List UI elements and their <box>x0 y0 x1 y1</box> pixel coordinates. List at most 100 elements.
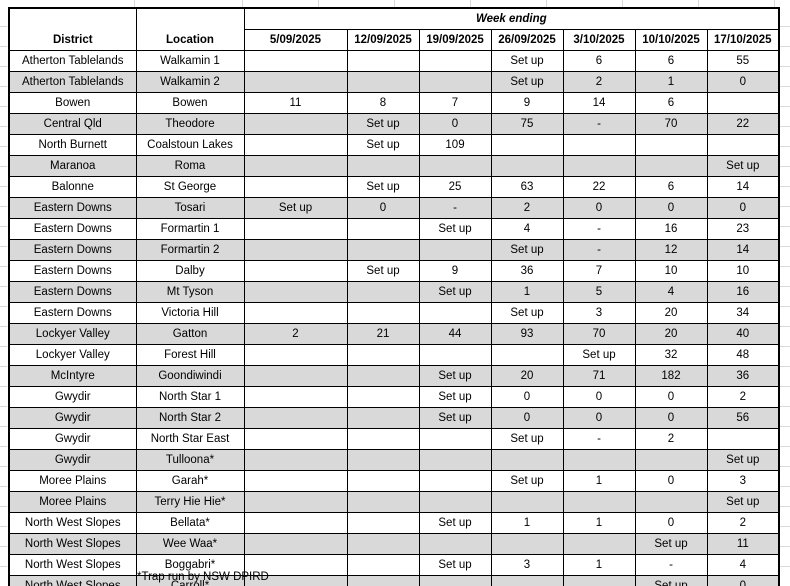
value-cell[interactable]: 14 <box>562 92 636 114</box>
location-cell[interactable]: Dalby <box>135 260 245 282</box>
location-cell[interactable]: Theodore <box>135 113 245 135</box>
value-cell[interactable] <box>562 491 636 513</box>
value-cell[interactable]: Set up <box>490 71 564 93</box>
value-cell[interactable] <box>562 155 636 177</box>
district-cell[interactable]: North West Slopes <box>8 512 137 534</box>
value-cell[interactable] <box>346 512 420 534</box>
district-cell[interactable]: Lockyer Valley <box>8 344 137 366</box>
value-cell[interactable]: 3 <box>490 554 564 576</box>
date-column-header[interactable]: 10/10/2025 <box>634 29 708 51</box>
value-cell[interactable] <box>634 449 708 471</box>
district-cell[interactable]: Gwydir <box>8 428 137 450</box>
value-cell[interactable] <box>346 428 420 450</box>
value-cell[interactable]: 14 <box>706 176 780 198</box>
value-cell[interactable] <box>562 575 636 586</box>
value-cell[interactable] <box>706 92 780 114</box>
value-cell[interactable]: 16 <box>634 218 708 240</box>
value-cell[interactable] <box>562 449 636 471</box>
value-cell[interactable] <box>243 218 348 240</box>
value-cell[interactable] <box>490 449 564 471</box>
value-cell[interactable] <box>243 407 348 429</box>
value-cell[interactable]: - <box>562 113 636 135</box>
location-cell[interactable]: Formartin 1 <box>135 218 245 240</box>
value-cell[interactable]: 3 <box>562 302 636 324</box>
value-cell[interactable] <box>243 470 348 492</box>
value-cell[interactable]: 4 <box>634 281 708 303</box>
value-cell[interactable]: 11 <box>243 92 348 114</box>
value-cell[interactable]: 1 <box>490 281 564 303</box>
value-cell[interactable]: 0 <box>346 197 420 219</box>
value-cell[interactable] <box>346 449 420 471</box>
date-column-header[interactable]: 12/09/2025 <box>346 29 420 51</box>
value-cell[interactable] <box>418 155 492 177</box>
value-cell[interactable] <box>418 50 492 72</box>
value-cell[interactable] <box>243 134 348 156</box>
location-cell[interactable]: North Star 2 <box>135 407 245 429</box>
value-cell[interactable]: 1 <box>562 554 636 576</box>
location-cell[interactable]: Victoria Hill <box>135 302 245 324</box>
district-cell[interactable]: Balonne <box>8 176 137 198</box>
location-cell[interactable]: Forest Hill <box>135 344 245 366</box>
value-cell[interactable]: Set up <box>634 575 708 586</box>
value-cell[interactable] <box>346 344 420 366</box>
value-cell[interactable]: 21 <box>346 323 420 345</box>
district-cell[interactable]: Gwydir <box>8 449 137 471</box>
value-cell[interactable]: 25 <box>418 176 492 198</box>
value-cell[interactable]: 0 <box>562 407 636 429</box>
value-cell[interactable] <box>243 260 348 282</box>
location-cell[interactable]: Bowen <box>135 92 245 114</box>
value-cell[interactable] <box>243 71 348 93</box>
value-cell[interactable]: Set up <box>346 260 420 282</box>
value-cell[interactable] <box>346 218 420 240</box>
value-cell[interactable] <box>418 344 492 366</box>
value-cell[interactable]: 22 <box>706 113 780 135</box>
district-cell[interactable]: Gwydir <box>8 407 137 429</box>
value-cell[interactable]: 0 <box>634 407 708 429</box>
value-cell[interactable] <box>706 134 780 156</box>
district-cell[interactable]: Eastern Downs <box>8 260 137 282</box>
value-cell[interactable]: 9 <box>418 260 492 282</box>
value-cell[interactable]: 40 <box>706 323 780 345</box>
value-cell[interactable]: Set up <box>418 281 492 303</box>
value-cell[interactable]: 56 <box>706 407 780 429</box>
value-cell[interactable]: 34 <box>706 302 780 324</box>
district-column-header[interactable]: District <box>8 7 137 51</box>
value-cell[interactable]: Set up <box>490 302 564 324</box>
district-cell[interactable]: North Burnett <box>8 134 137 156</box>
location-cell[interactable]: Garah* <box>135 470 245 492</box>
district-cell[interactable]: Gwydir <box>8 386 137 408</box>
district-cell[interactable]: Moree Plains <box>8 470 137 492</box>
location-cell[interactable]: Terry Hie Hie* <box>135 491 245 513</box>
value-cell[interactable] <box>243 491 348 513</box>
value-cell[interactable] <box>243 512 348 534</box>
value-cell[interactable] <box>346 491 420 513</box>
value-cell[interactable] <box>706 428 780 450</box>
location-cell[interactable]: Goondiwindi <box>135 365 245 387</box>
location-cell[interactable]: Coalstoun Lakes <box>135 134 245 156</box>
value-cell[interactable] <box>634 491 708 513</box>
district-cell[interactable]: Eastern Downs <box>8 281 137 303</box>
value-cell[interactable] <box>243 554 348 576</box>
value-cell[interactable] <box>418 302 492 324</box>
value-cell[interactable]: 44 <box>418 323 492 345</box>
value-cell[interactable]: 0 <box>706 575 780 586</box>
value-cell[interactable]: 20 <box>634 302 708 324</box>
location-cell[interactable]: Roma <box>135 155 245 177</box>
district-cell[interactable]: Atherton Tablelands <box>8 50 137 72</box>
location-cell[interactable]: Mt Tyson <box>135 281 245 303</box>
value-cell[interactable]: 109 <box>418 134 492 156</box>
value-cell[interactable]: Set up <box>706 155 780 177</box>
value-cell[interactable] <box>418 449 492 471</box>
value-cell[interactable]: 1 <box>562 470 636 492</box>
value-cell[interactable]: Set up <box>418 365 492 387</box>
location-cell[interactable]: Walkamin 1 <box>135 50 245 72</box>
value-cell[interactable] <box>243 281 348 303</box>
footnote[interactable]: *Trap run by NSW DPIRD <box>137 571 269 583</box>
value-cell[interactable]: 0 <box>418 113 492 135</box>
location-cell[interactable]: Wee Waa* <box>135 533 245 555</box>
value-cell[interactable] <box>490 533 564 555</box>
district-cell[interactable]: Lockyer Valley <box>8 323 137 345</box>
value-cell[interactable] <box>418 428 492 450</box>
value-cell[interactable] <box>243 533 348 555</box>
value-cell[interactable] <box>346 281 420 303</box>
